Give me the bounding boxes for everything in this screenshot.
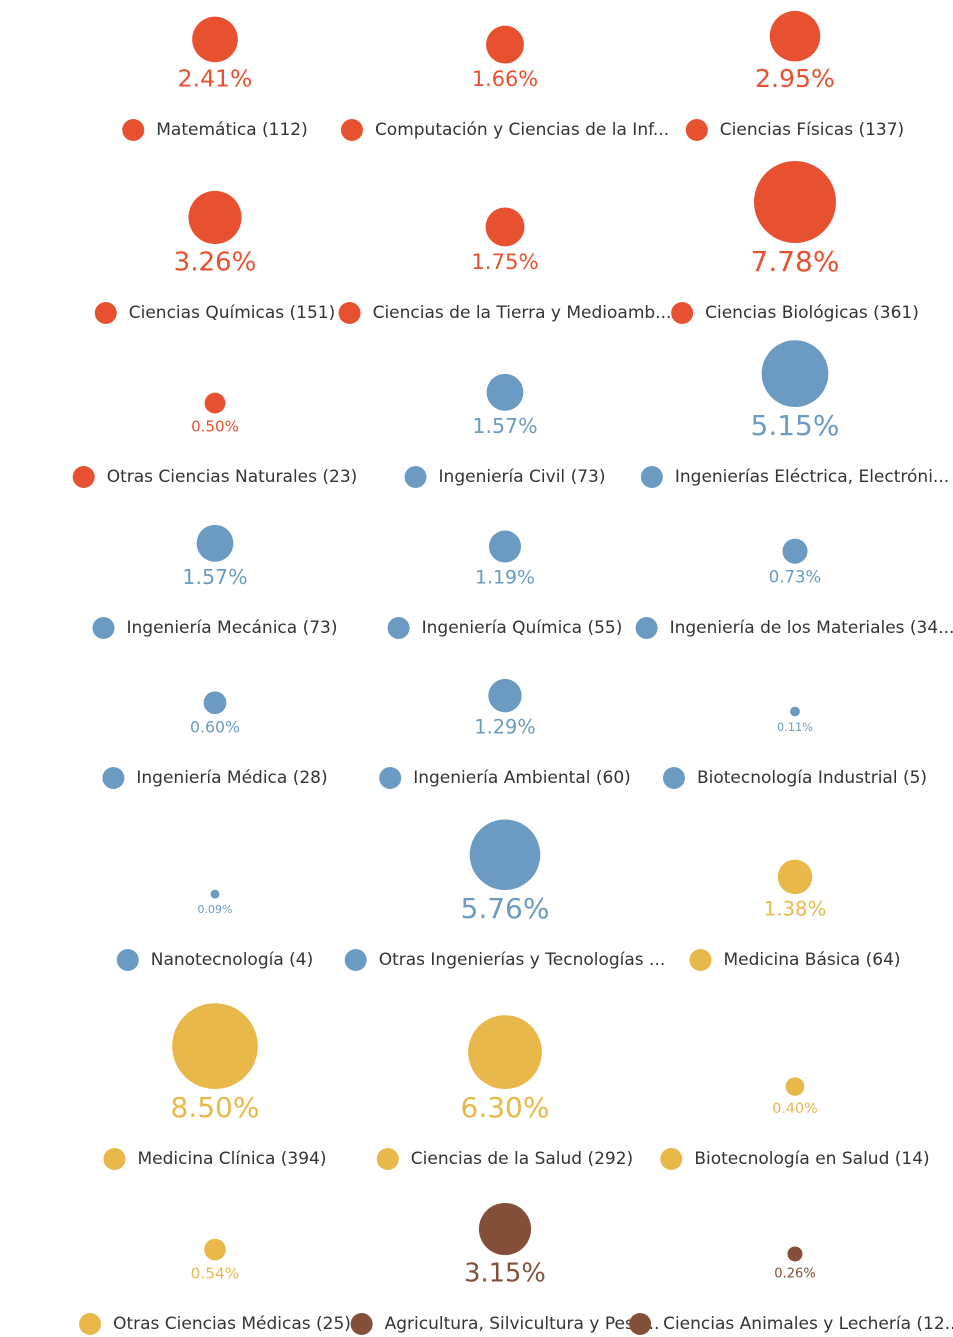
bubble bbox=[785, 1077, 805, 1096]
legend-label: Otras Ingenierías y Tecnologías ... bbox=[379, 950, 666, 970]
legend-dot bbox=[344, 949, 367, 971]
legend-dot bbox=[635, 617, 658, 639]
legend-dot bbox=[376, 1148, 399, 1170]
legend-label: Medicina Básica (64) bbox=[723, 950, 900, 970]
value-label: 1.57% bbox=[182, 565, 247, 589]
legend-label: Ingeniería de los Materiales (34... bbox=[670, 618, 953, 638]
bubble bbox=[486, 25, 524, 64]
bubble bbox=[468, 1015, 542, 1089]
value-label: 1.66% bbox=[472, 67, 538, 91]
legend-label: Ingeniería Civil (73) bbox=[439, 467, 606, 487]
legend-label: Biotecnología Industrial (5) bbox=[697, 768, 927, 788]
legend-dot bbox=[350, 1313, 373, 1335]
legend-dot bbox=[404, 466, 427, 488]
bubble bbox=[761, 340, 829, 407]
bubble bbox=[790, 706, 800, 717]
value-label: 1.38% bbox=[764, 898, 827, 921]
bubble bbox=[787, 1246, 803, 1262]
bubble bbox=[485, 207, 525, 247]
legend-label: Otras Ciencias Médicas (25) bbox=[113, 1314, 351, 1334]
legend-label: Ingeniería Médica (28) bbox=[136, 768, 327, 788]
value-label: 3.15% bbox=[464, 1259, 546, 1289]
legend-label: Biotecnología en Salud (14) bbox=[694, 1149, 929, 1169]
legend-dot bbox=[671, 302, 694, 324]
legend-label: Medicina Clínica (394) bbox=[137, 1149, 326, 1169]
legend-label: Computación y Ciencias de la Inf... bbox=[375, 120, 669, 140]
legend-label: Ingeniería Mecánica (73) bbox=[127, 618, 338, 638]
legend-dot bbox=[72, 466, 95, 488]
legend-label: Nanotecnología (4) bbox=[151, 950, 314, 970]
legend-label: Ingeniería Química (55) bbox=[422, 618, 623, 638]
legend-label: Ingeniería Ambiental (60) bbox=[413, 768, 631, 788]
legend-label: Ingenierías Eléctrica, Electróni... bbox=[675, 467, 949, 487]
value-label: 1.29% bbox=[474, 716, 535, 739]
value-label: 2.95% bbox=[755, 64, 835, 93]
value-label: 5.15% bbox=[751, 409, 840, 442]
legend-label: Ciencias Animales y Lechería (12... bbox=[663, 1314, 953, 1334]
legend-dot bbox=[340, 119, 363, 141]
bubble bbox=[488, 530, 522, 563]
bubble bbox=[782, 538, 808, 564]
legend-label: Agricultura, Silvicultura y Pesc... bbox=[385, 1314, 660, 1334]
bubble bbox=[192, 16, 238, 63]
value-label: 0.40% bbox=[772, 1101, 817, 1117]
legend-dot bbox=[387, 617, 410, 639]
legend-dot bbox=[689, 949, 712, 971]
legend-dot bbox=[379, 767, 402, 789]
value-label: 1.57% bbox=[472, 414, 537, 438]
bubble bbox=[469, 819, 541, 890]
bubble bbox=[753, 160, 837, 243]
bubble bbox=[204, 1238, 226, 1261]
value-label: 0.54% bbox=[191, 1265, 240, 1283]
legend-dot bbox=[662, 767, 685, 789]
value-label: 0.73% bbox=[769, 568, 822, 587]
legend-dot bbox=[685, 119, 708, 141]
bubble bbox=[488, 678, 522, 713]
value-label: 2.41% bbox=[178, 65, 253, 93]
bubble bbox=[210, 889, 220, 899]
legend-label: Ciencias Químicas (151) bbox=[129, 303, 335, 323]
legend-label: Matemática (112) bbox=[156, 120, 307, 140]
value-label: 5.76% bbox=[461, 892, 550, 925]
legend-label: Ciencias Físicas (137) bbox=[720, 120, 904, 140]
value-label: 0.11% bbox=[777, 721, 813, 734]
bubble bbox=[478, 1202, 532, 1256]
bubble bbox=[769, 10, 821, 62]
value-label: 0.09% bbox=[198, 903, 233, 916]
value-label: 1.75% bbox=[471, 250, 538, 275]
value-label: 6.30% bbox=[461, 1091, 550, 1124]
value-label: 0.50% bbox=[191, 418, 239, 436]
value-label: 3.26% bbox=[174, 248, 257, 278]
legend-label: Ciencias Biológicas (361) bbox=[705, 303, 919, 323]
bubble bbox=[188, 190, 242, 244]
value-label: 0.60% bbox=[190, 718, 240, 737]
bubble bbox=[172, 1003, 258, 1089]
legend-label: Otras Ciencias Naturales (23) bbox=[107, 467, 358, 487]
value-label: 0.26% bbox=[774, 1267, 816, 1282]
legend-dot bbox=[629, 1313, 652, 1335]
legend-dot bbox=[122, 119, 145, 141]
legend-dot bbox=[79, 1313, 102, 1335]
legend-label: Ciencias de la Tierra y Medioamb... bbox=[373, 303, 672, 323]
legend-dot bbox=[116, 949, 139, 971]
legend-dot bbox=[92, 617, 115, 639]
bubble bbox=[203, 691, 227, 715]
bubble bbox=[204, 392, 226, 414]
bubble bbox=[777, 859, 813, 895]
bubble bbox=[196, 524, 234, 562]
legend-dot bbox=[338, 302, 361, 324]
legend-dot bbox=[660, 1148, 683, 1170]
value-label: 7.78% bbox=[751, 245, 840, 278]
legend-label: Ciencias de la Salud (292) bbox=[411, 1149, 633, 1169]
value-label: 8.50% bbox=[171, 1091, 260, 1124]
legend-dot bbox=[103, 1148, 126, 1170]
bubble bbox=[486, 373, 524, 411]
legend-dot bbox=[102, 767, 125, 789]
legend-dot bbox=[94, 302, 117, 324]
legend-dot bbox=[640, 466, 663, 488]
value-label: 1.19% bbox=[475, 567, 535, 589]
